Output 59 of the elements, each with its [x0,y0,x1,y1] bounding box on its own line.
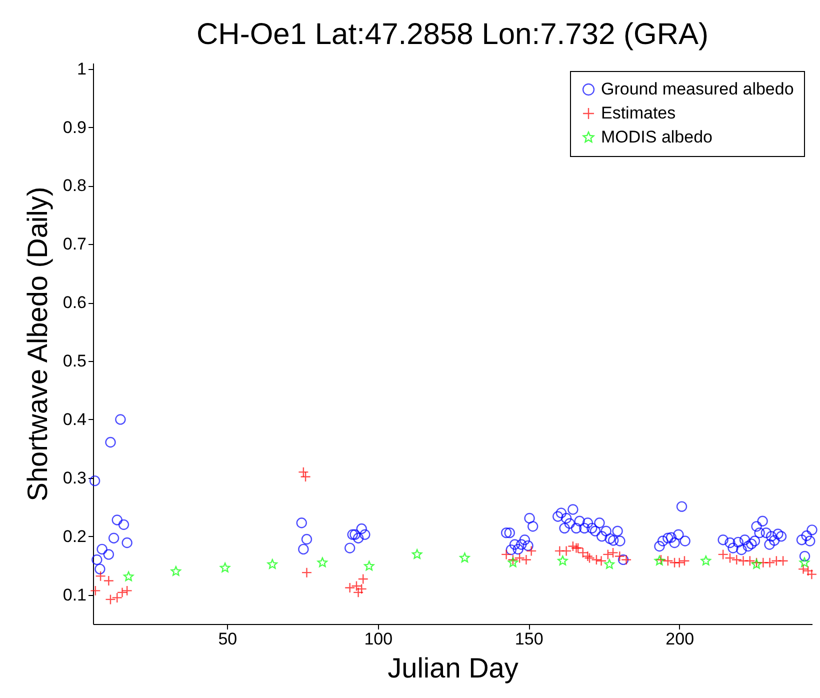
y-tick-label: 1 [77,59,86,78]
point [799,557,810,568]
y-tick-label: 0.8 [62,176,86,196]
point [662,556,674,566]
point [604,559,615,569]
point [700,556,711,566]
point [112,592,122,604]
chart-title: CH-Oe1 Lat:47.2858 Lon:7.732 (GRA) [196,18,708,51]
point [95,570,106,582]
x-axis-title: Julian Day [388,652,518,684]
point [317,557,328,568]
y-tick-label: 0.7 [62,234,86,254]
point [778,556,788,566]
point [520,554,532,566]
point [103,575,114,586]
point [460,552,470,562]
point [602,549,614,560]
point [90,585,101,596]
y-tick-label: 0.3 [62,468,86,488]
x-tick-label: 100 [364,630,393,648]
legend-label: Estimates [601,104,676,122]
point [596,556,607,566]
y-tick-label: 0.9 [62,118,86,137]
point [122,585,132,596]
point [358,574,368,584]
point [352,587,364,598]
y-axis-title: Shortwave Albedo (Daily) [22,186,53,502]
point [267,559,278,569]
y-tick-label: 0.1 [62,585,86,604]
point [412,549,422,559]
point [116,587,128,598]
point [508,557,518,568]
point [123,571,134,582]
y-tick-label: 0.5 [62,352,86,371]
point [558,556,568,566]
y-tick-label: 0.4 [62,410,86,429]
x-tick-label: 150 [514,630,544,648]
legend-label: MODIS albedo [601,128,712,146]
point [170,566,182,576]
point [364,560,374,571]
point [344,582,356,594]
point [731,554,742,566]
point [514,552,525,564]
y-tick-label: 0.2 [62,526,86,546]
point [591,554,602,566]
point [806,568,818,580]
point [560,546,572,556]
point [744,556,756,566]
point [674,557,685,568]
point [220,562,230,572]
y-tick-label: 0.6 [62,293,86,312]
point [105,594,116,605]
legend-label: Ground measured albedo [601,80,794,98]
point [764,557,776,568]
point [526,546,537,556]
point [679,556,690,566]
x-tick-label: 50 [218,630,238,648]
x-tick-label: 200 [666,630,694,648]
point [301,567,312,578]
